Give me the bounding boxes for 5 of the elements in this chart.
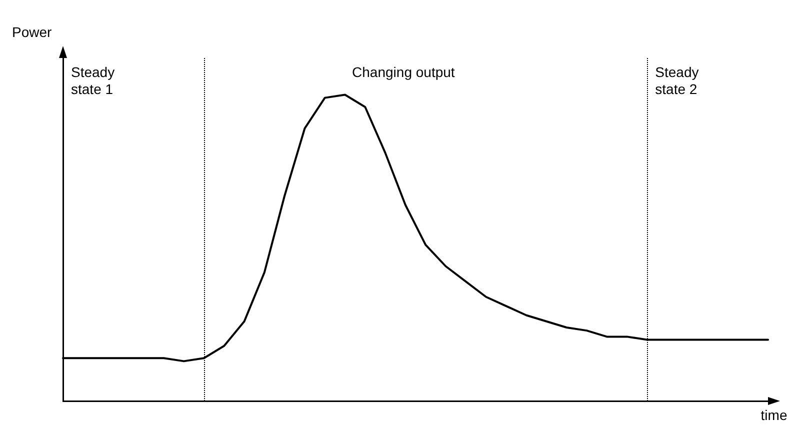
annotation: Steady state 1 (71, 64, 115, 97)
annotation: Steady state 2 (655, 64, 699, 97)
text: Changing output (352, 64, 455, 80)
x-axis-title: time (760, 406, 788, 423)
y-axis-title: Power (12, 24, 52, 40)
